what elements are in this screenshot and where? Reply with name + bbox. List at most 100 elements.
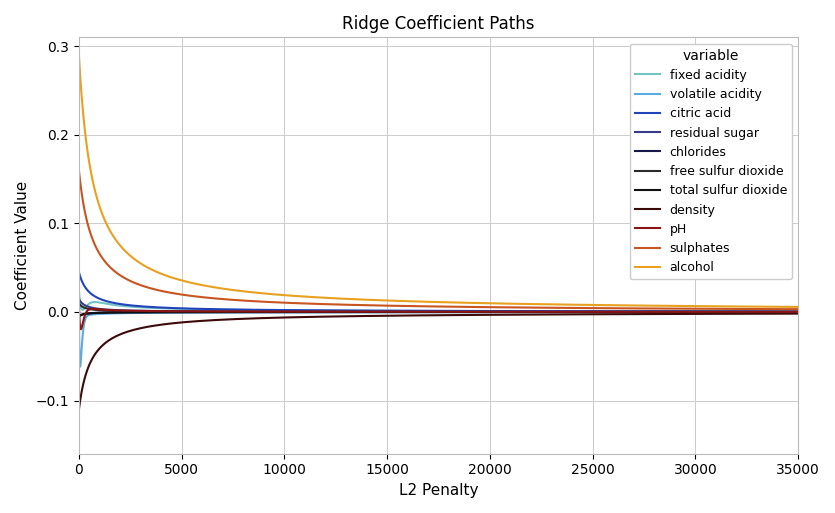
residual sugar [248,308,258,314]
volatile acidity [95,311,105,317]
fixed acidity [73,287,84,293]
pH [742,309,752,315]
citric acid [248,307,258,313]
alcohol [74,58,84,65]
free sulfur dioxide [95,307,105,313]
residual sugar [739,309,749,315]
volatile acidity [73,313,84,320]
free sulfur dioxide [405,309,415,315]
chlorides [82,310,92,317]
alcohol [73,52,84,58]
residual sugar [82,303,92,309]
total sulfur dioxide [74,313,84,319]
X-axis label: L2 Penalty: L2 Penalty [399,483,478,498]
Line: alcohol: alcohol [78,55,798,307]
free sulfur dioxide [739,309,749,315]
fixed acidity [248,307,258,313]
density [739,311,749,317]
chlorides [405,309,415,315]
Line: sulphates: sulphates [78,170,798,309]
chlorides [73,313,84,320]
volatile acidity [82,313,92,319]
free sulfur dioxide [82,305,92,311]
total sulfur dioxide [82,310,92,317]
residual sugar [95,306,105,312]
chlorides [739,309,749,315]
Y-axis label: Coefficient Value: Coefficient Value [15,181,30,310]
fixed acidity [74,292,84,298]
volatile acidity [793,309,803,315]
sulphates [95,251,105,258]
citric acid [739,308,749,314]
chlorides [248,309,258,315]
residual sugar [405,309,415,315]
total sulfur dioxide [73,313,84,320]
total sulfur dioxide [793,309,803,315]
density [82,367,92,373]
sulphates [405,303,415,309]
density [405,312,415,319]
Line: citric acid: citric acid [78,272,798,311]
pH [82,308,92,314]
volatile acidity [75,364,85,370]
fixed acidity [739,308,749,314]
density [74,404,84,410]
alcohol [405,298,415,304]
residual sugar [74,297,84,303]
free sulfur dioxide [793,309,803,315]
density [95,345,105,351]
sulphates [82,219,92,225]
pH [408,309,418,315]
pH [76,326,86,332]
sulphates [793,306,803,312]
Line: residual sugar: residual sugar [78,299,798,312]
Line: total sulfur dioxide: total sulfur dioxide [78,312,798,317]
free sulfur dioxide [248,309,258,315]
sulphates [74,171,84,177]
density [248,315,258,322]
alcohol [248,289,258,295]
Line: density: density [78,313,798,409]
alcohol [82,145,92,151]
fixed acidity [793,308,803,314]
volatile acidity [742,309,752,315]
Line: pH: pH [78,303,798,329]
total sulfur dioxide [248,309,258,315]
Line: volatile acidity: volatile acidity [78,312,798,367]
sulphates [248,298,258,304]
free sulfur dioxide [74,301,84,307]
pH [793,309,803,315]
Legend: fixed acidity, volatile acidity, citric acid, residual sugar, chlorides, free su: fixed acidity, volatile acidity, citric … [630,44,792,280]
citric acid [82,287,92,293]
fixed acidity [95,300,105,306]
citric acid [793,308,803,314]
citric acid [405,308,415,314]
citric acid [74,270,84,277]
fixed acidity [82,302,92,308]
density [793,310,803,317]
total sulfur dioxide [95,310,105,316]
volatile acidity [74,343,84,349]
total sulfur dioxide [739,309,749,315]
pH [74,311,84,318]
Title: Ridge Coefficient Paths: Ridge Coefficient Paths [342,15,534,33]
volatile acidity [251,309,261,315]
volatile acidity [408,309,418,315]
sulphates [739,306,749,312]
Line: fixed acidity: fixed acidity [78,290,798,311]
citric acid [95,296,105,302]
free sulfur dioxide [73,300,84,306]
chlorides [74,313,84,319]
chlorides [95,310,105,316]
residual sugar [793,309,803,315]
chlorides [793,309,803,315]
pH [73,300,84,306]
alcohol [95,205,105,211]
Line: free sulfur dioxide: free sulfur dioxide [78,303,798,312]
pH [95,306,105,312]
pH [251,308,261,314]
density [73,406,84,412]
residual sugar [73,295,84,302]
fixed acidity [405,308,415,314]
alcohol [739,304,749,310]
